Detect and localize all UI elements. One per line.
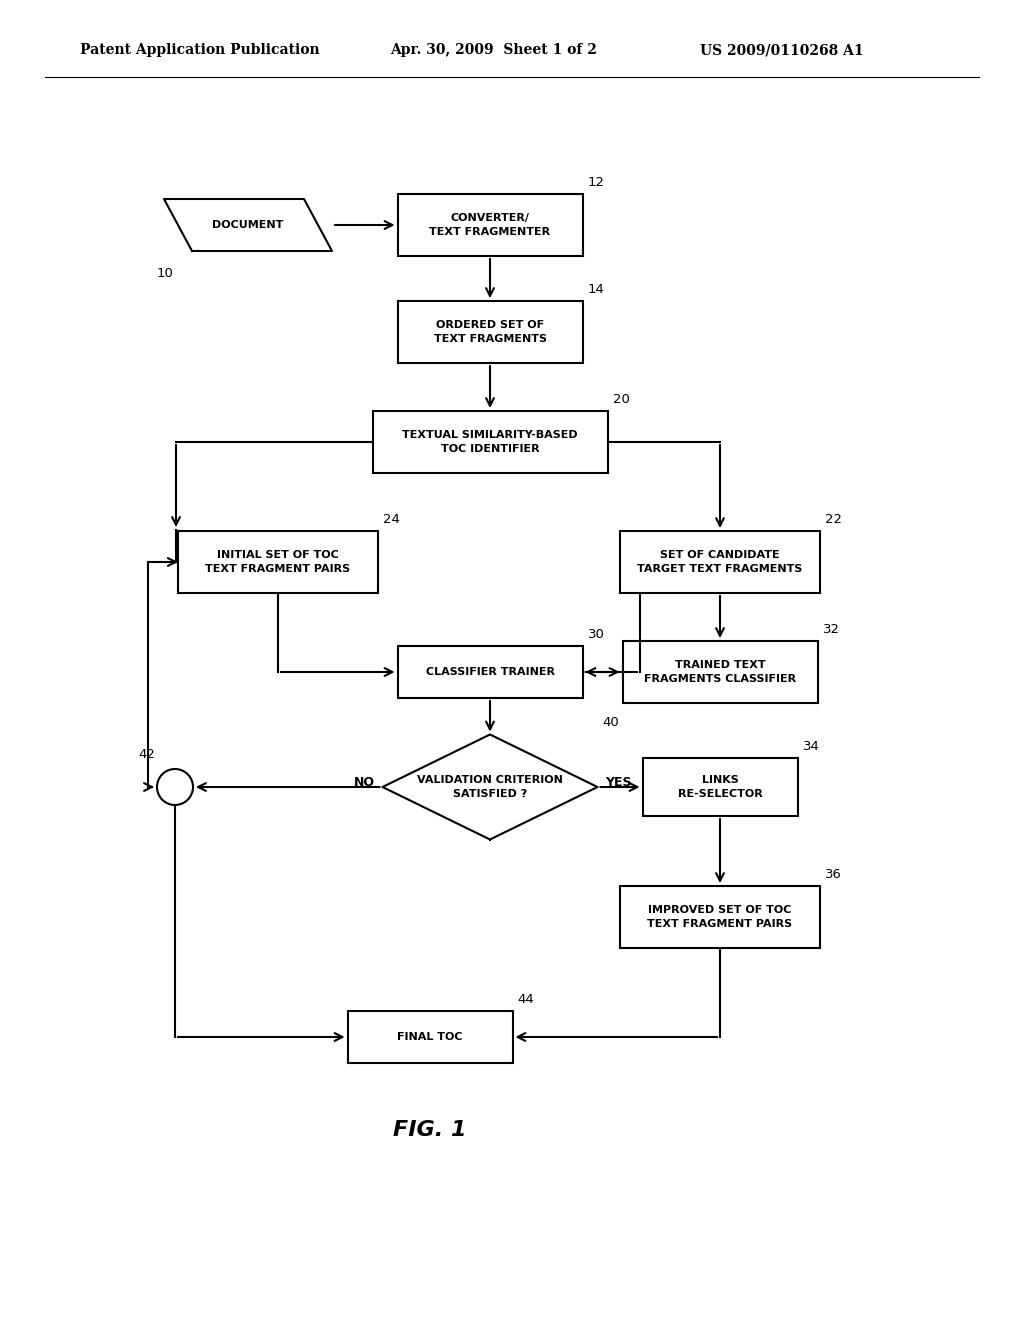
Text: ORDERED SET OF
TEXT FRAGMENTS: ORDERED SET OF TEXT FRAGMENTS	[433, 319, 547, 345]
Text: INITIAL SET OF TOC
TEXT FRAGMENT PAIRS: INITIAL SET OF TOC TEXT FRAGMENT PAIRS	[206, 550, 350, 574]
Text: CLASSIFIER TRAINER: CLASSIFIER TRAINER	[426, 667, 555, 677]
Text: 24: 24	[383, 513, 400, 525]
Text: YES: YES	[605, 776, 632, 788]
Text: 30: 30	[588, 628, 604, 642]
Text: 42: 42	[138, 748, 156, 762]
Text: TEXTUAL SIMILARITY-BASED
TOC IDENTIFIER: TEXTUAL SIMILARITY-BASED TOC IDENTIFIER	[402, 430, 578, 454]
Text: VALIDATION CRITERION
SATISFIED ?: VALIDATION CRITERION SATISFIED ?	[417, 775, 563, 799]
Bar	[642, 758, 798, 816]
Text: 44: 44	[517, 993, 535, 1006]
Text: NO: NO	[353, 776, 375, 788]
Text: CONVERTER/
TEXT FRAGMENTER: CONVERTER/ TEXT FRAGMENTER	[429, 213, 551, 238]
Text: 12: 12	[588, 176, 604, 189]
Circle shape	[157, 770, 193, 805]
Bar	[620, 886, 820, 948]
Text: FINAL TOC: FINAL TOC	[397, 1032, 463, 1041]
Text: 20: 20	[612, 393, 630, 407]
Text: SET OF CANDIDATE
TARGET TEXT FRAGMENTS: SET OF CANDIDATE TARGET TEXT FRAGMENTS	[637, 550, 803, 574]
Text: Patent Application Publication: Patent Application Publication	[80, 44, 319, 57]
Text: 14: 14	[588, 282, 604, 296]
Text: 10: 10	[156, 267, 173, 280]
Bar	[397, 301, 583, 363]
Bar	[347, 1011, 512, 1063]
Text: TRAINED TEXT
FRAGMENTS CLASSIFIER: TRAINED TEXT FRAGMENTS CLASSIFIER	[644, 660, 796, 684]
Text: US 2009/0110268 A1: US 2009/0110268 A1	[700, 44, 863, 57]
Text: IMPROVED SET OF TOC
TEXT FRAGMENT PAIRS: IMPROVED SET OF TOC TEXT FRAGMENT PAIRS	[647, 906, 793, 929]
Text: FIG. 1: FIG. 1	[393, 1119, 467, 1140]
Bar	[397, 194, 583, 256]
Text: 34: 34	[803, 741, 819, 752]
Bar	[373, 411, 607, 473]
Bar	[397, 645, 583, 698]
Text: 36: 36	[825, 869, 842, 880]
Text: 32: 32	[822, 623, 840, 636]
Text: Apr. 30, 2009  Sheet 1 of 2: Apr. 30, 2009 Sheet 1 of 2	[390, 44, 597, 57]
Text: DOCUMENT: DOCUMENT	[212, 220, 284, 230]
Text: 22: 22	[825, 513, 842, 525]
Polygon shape	[164, 199, 332, 251]
Text: 40: 40	[602, 717, 620, 730]
Bar	[620, 531, 820, 593]
Bar	[623, 642, 817, 704]
Polygon shape	[383, 734, 597, 840]
Text: LINKS
RE-SELECTOR: LINKS RE-SELECTOR	[678, 775, 763, 799]
Bar	[178, 531, 378, 593]
